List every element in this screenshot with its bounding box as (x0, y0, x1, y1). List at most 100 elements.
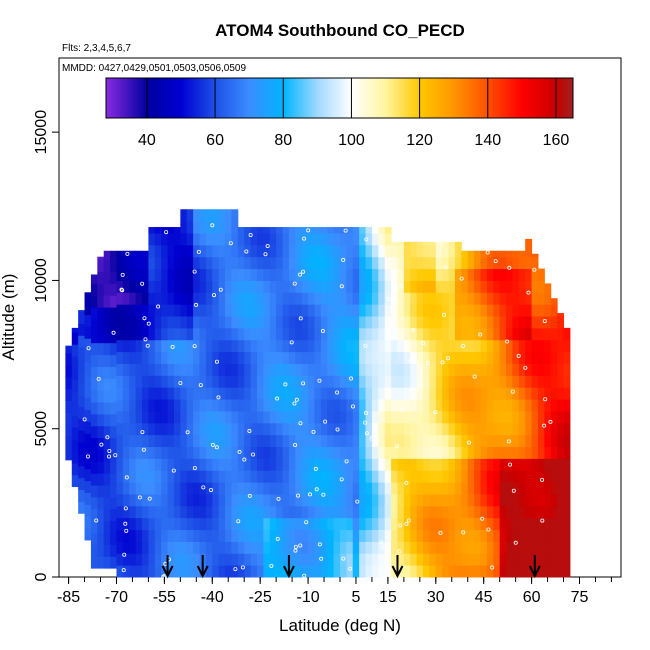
heatmap-cell (142, 529, 149, 542)
heatmap-cell (435, 399, 443, 412)
heatmap-cell (288, 292, 296, 305)
heatmap-cell (442, 304, 450, 317)
heatmap-cell (276, 517, 284, 531)
heatmap-cell (378, 387, 386, 400)
heatmap-cell (352, 529, 360, 542)
heatmap-cell (333, 399, 341, 412)
heatmap-cell (423, 292, 430, 305)
heatmap-cell (403, 304, 411, 317)
heatmap-cell (486, 268, 494, 281)
heatmap-cell (218, 327, 226, 341)
heatmap-cell (442, 256, 450, 270)
heatmap-cell (397, 363, 405, 376)
heatmap-cell (231, 446, 239, 459)
heatmap-cell (269, 434, 277, 448)
heatmap-cell (269, 517, 277, 531)
heatmap-cell (193, 232, 200, 246)
heatmap-cell (429, 553, 437, 566)
heatmap-cell (480, 493, 488, 507)
heatmap-cell (84, 445, 92, 458)
heatmap-cell (225, 292, 232, 305)
heatmap-cell (84, 338, 92, 351)
heatmap-cell (454, 446, 462, 459)
heatmap-cell (340, 316, 347, 329)
heatmap-cell (499, 482, 507, 495)
heatmap-cell (116, 363, 124, 376)
heatmap-cell (365, 375, 373, 388)
heatmap-cell (365, 327, 373, 341)
heatmap-cell (512, 422, 520, 436)
heatmap-cell (397, 375, 405, 388)
heatmap-cell (116, 304, 124, 317)
heatmap-cell (256, 565, 264, 578)
heatmap-cell (378, 292, 386, 305)
heatmap-cell (410, 351, 418, 364)
heatmap-cell (250, 351, 258, 364)
heatmap-cell (173, 387, 181, 400)
heatmap-cell (205, 292, 213, 305)
heatmap-cell (518, 399, 526, 412)
heatmap-cell (193, 434, 200, 448)
heatmap-cell (288, 541, 296, 554)
heatmap-cell (193, 209, 200, 222)
heatmap-cell (557, 327, 565, 341)
heatmap-cell (340, 458, 347, 471)
heatmap-cell (263, 541, 271, 554)
heatmap-cell (448, 470, 456, 483)
heatmap-cell (199, 493, 207, 507)
heatmap-cell (263, 505, 271, 519)
heatmap-cell (186, 482, 194, 495)
heatmap-cell (78, 501, 86, 514)
sample-marker (214, 359, 219, 364)
heatmap-cell (129, 529, 137, 542)
heatmap-cell (461, 529, 469, 542)
heatmap-cell (525, 292, 533, 305)
heatmap-cell (461, 280, 469, 293)
heatmap-cell (403, 327, 411, 341)
heatmap-cell (493, 553, 501, 566)
heatmap-cell (122, 375, 130, 388)
heatmap-cell (84, 421, 92, 434)
heatmap-cell (474, 256, 481, 270)
heatmap-cell (403, 292, 411, 305)
heatmap-cell (537, 399, 545, 412)
heatmap-cell (346, 316, 354, 329)
heatmap-cell (135, 422, 143, 436)
heatmap-cell (506, 493, 513, 507)
heatmap-cell (506, 505, 513, 519)
heatmap-cell (142, 399, 149, 412)
heatmap-cell (410, 446, 418, 459)
heatmap-cell (288, 304, 296, 317)
heatmap-cell (173, 434, 181, 448)
heatmap-cell (288, 339, 296, 353)
heatmap-cell (237, 316, 245, 329)
heatmap-cell (173, 517, 181, 531)
heatmap-cell (346, 541, 354, 554)
heatmap-cell (391, 244, 398, 258)
heatmap-cell (371, 375, 379, 388)
heatmap-cell (250, 268, 258, 281)
heatmap-cell (499, 280, 507, 293)
heatmap-cell (212, 529, 220, 542)
heatmap-cell (346, 375, 354, 388)
heatmap-cell (263, 292, 271, 305)
heatmap-cell (199, 232, 207, 246)
heatmap-cell (250, 280, 258, 293)
heatmap-cell (167, 256, 175, 270)
heatmap-cell (448, 316, 456, 329)
heatmap-cell (461, 250, 469, 258)
colorbar-tick-label: 40 (138, 132, 156, 149)
heatmap-cell (429, 268, 437, 281)
heatmap-cell (352, 316, 360, 329)
heatmap-cell (97, 449, 105, 462)
heatmap-cell (129, 410, 137, 424)
heatmap-cell (378, 304, 386, 317)
heatmap-cell (506, 434, 513, 448)
heatmap-cell (122, 541, 130, 554)
heatmap-cell (378, 517, 386, 531)
heatmap-cell (288, 351, 296, 364)
heatmap-cell (403, 399, 411, 412)
heatmap-cell (90, 461, 98, 474)
heatmap-cell (244, 363, 252, 376)
sample-marker (505, 339, 510, 344)
